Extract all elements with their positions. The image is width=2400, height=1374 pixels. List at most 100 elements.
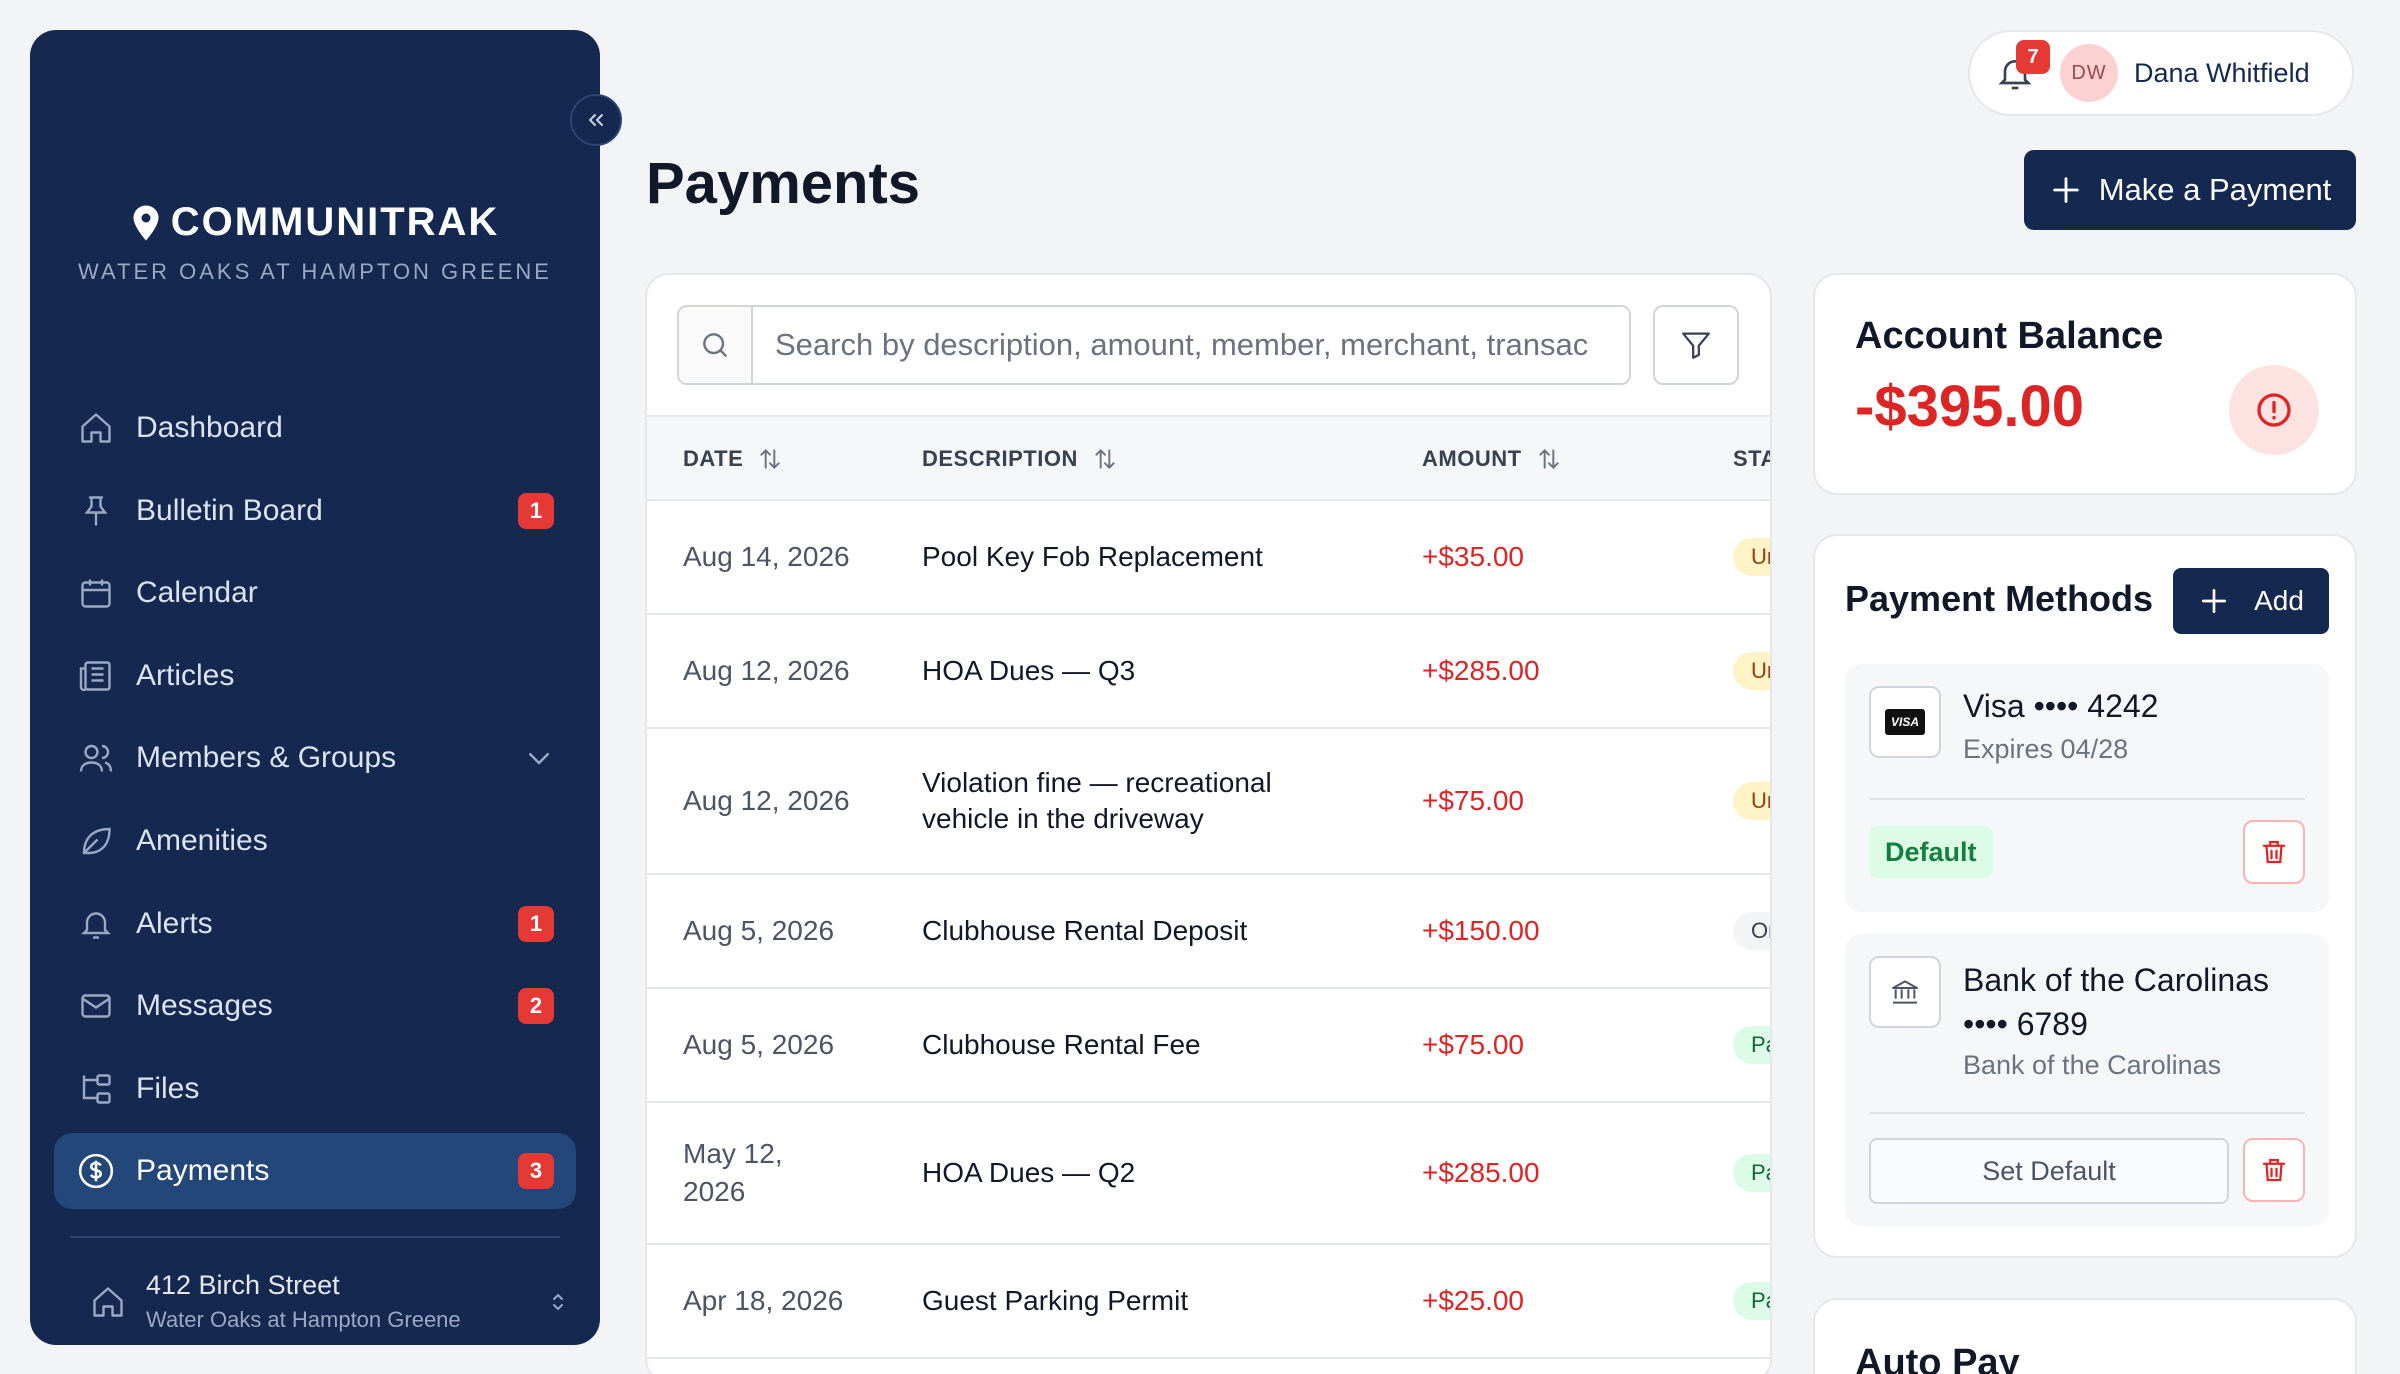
notification-badge: 2 — [518, 988, 554, 1025]
sidebar-item-calendar[interactable]: Calendar — [54, 555, 576, 631]
dollar-circle-icon — [74, 1149, 118, 1193]
leaf-icon — [74, 819, 118, 863]
mail-icon — [74, 984, 118, 1028]
row-amount: +$75.00 — [1422, 1029, 1524, 1060]
user-name: Dana Whitfield — [2134, 57, 2310, 88]
brand: COMMUNITRAK WATER OAKS AT HAMPTON GREENE — [30, 200, 600, 285]
search-box — [677, 305, 1631, 385]
status-badge: Unpaid — [1733, 652, 1770, 690]
sidebar-item-files[interactable]: Files — [54, 1051, 576, 1127]
row-description: Clubhouse Rental Deposit — [922, 915, 1248, 946]
table-row[interactable]: Aug 12, 2026 Violation fine — recreation… — [647, 729, 1770, 875]
make-payment-button[interactable]: Make a Payment — [2024, 150, 2356, 230]
sidebar-item-members-groups[interactable]: Members & Groups — [54, 720, 576, 796]
divider — [70, 1236, 560, 1238]
delete-method-button[interactable] — [2243, 820, 2305, 884]
payment-methods-card: Payment Methods Add VISA Visa •••• 4242 … — [1813, 534, 2357, 1258]
set-default-button[interactable]: Set Default — [1869, 1138, 2229, 1204]
row-description: Violation fine — recreational vehicle in… — [922, 767, 1272, 834]
avatar: DW — [2060, 44, 2118, 102]
status-badge: Unpaid — [1733, 782, 1770, 820]
status-badge: On Hold — [1733, 912, 1770, 950]
sidebar-item-alerts[interactable]: Alerts 1 — [54, 886, 576, 962]
bell-icon — [74, 902, 118, 946]
account-balance-amount: -$395.00 — [1855, 374, 2084, 439]
search-icon — [679, 307, 753, 383]
home-icon — [93, 1286, 123, 1317]
column-header-label: DESCRIPTION — [922, 446, 1078, 471]
trash-icon — [2262, 1158, 2286, 1182]
sort-icon — [760, 448, 780, 470]
filter-button[interactable] — [1653, 305, 1739, 385]
brand-community: WATER OAKS AT HAMPTON GREENE — [78, 259, 552, 284]
sidebar-item-bulletin-board[interactable]: Bulletin Board 1 — [54, 473, 576, 549]
row-status: Unpaid — [1733, 615, 1770, 727]
table-row[interactable]: Aug 5, 2026 Clubhouse Rental Deposit +$1… — [647, 875, 1770, 989]
column-header-date[interactable]: DATE — [683, 417, 783, 501]
add-payment-method-button[interactable]: Add — [2173, 568, 2329, 634]
bank-icon — [1869, 956, 1941, 1028]
sidebar-item-articles[interactable]: Articles — [54, 638, 576, 714]
sidebar-nav: Dashboard Bulletin Board 1 Calendar Arti… — [54, 390, 576, 1216]
search-input[interactable] — [753, 307, 1629, 383]
table-row[interactable]: Aug 12, 2026 HOA Dues — Q3 +$285.00 Unpa… — [647, 615, 1770, 729]
collapse-sidebar-button[interactable] — [570, 94, 622, 146]
payments-table-card: DATE DESCRIPTION AMOUNT STATUS Aug 14, 2… — [645, 273, 1772, 1374]
search-row — [677, 305, 1743, 385]
row-amount: +$150.00 — [1422, 915, 1540, 946]
bank-name: Bank of the Carolinas — [1963, 962, 2269, 998]
add-label: Add — [2254, 585, 2304, 616]
row-amount: +$35.00 — [1422, 541, 1524, 572]
sidebar-item-label: Files — [136, 1071, 200, 1105]
plus-icon — [2052, 177, 2079, 203]
chevron-down-icon[interactable] — [524, 743, 554, 773]
visa-card-icon: VISA — [1869, 686, 1941, 758]
table-row[interactable]: Aug 14, 2026 Pool Key Fob Replacement +$… — [647, 501, 1770, 615]
table-header: DATE DESCRIPTION AMOUNT STATUS — [647, 415, 1770, 501]
account-mask: •••• 6789 — [1963, 1006, 2088, 1042]
status-badge: Paid — [1733, 1154, 1770, 1192]
sidebar-item-label: Dashboard — [136, 411, 283, 444]
visa-logo: VISA — [1885, 709, 1925, 735]
column-header-label: DATE — [683, 446, 744, 471]
payment-method-name: Visa •••• 4242 — [1963, 688, 2159, 724]
table-row[interactable]: Aug 5, 2026 Clubhouse Rental Fee +$75.00… — [647, 989, 1770, 1103]
status-badge: Unpaid — [1733, 538, 1770, 576]
table-row[interactable]: Apr 18, 2026 Guest Parking Permit +$25.0… — [647, 1245, 1770, 1359]
notifications-button[interactable]: 7 — [1990, 40, 2050, 98]
row-description: Pool Key Fob Replacement — [922, 541, 1263, 572]
account-balance-title: Account Balance — [1855, 315, 2164, 357]
row-status: Unpaid — [1733, 729, 1770, 873]
sidebar-item-label: Members & Groups — [136, 741, 397, 775]
sort-icon — [1095, 448, 1115, 470]
make-payment-label: Make a Payment — [2098, 172, 2332, 207]
column-header-description[interactable]: DESCRIPTION — [922, 417, 1118, 501]
delete-method-button[interactable] — [2243, 1138, 2305, 1202]
user-menu[interactable]: 7 DW Dana Whitfield — [1968, 30, 2354, 116]
sidebar-item-amenities[interactable]: Amenities — [54, 803, 576, 879]
sidebar-item-messages[interactable]: Messages 2 — [54, 968, 576, 1044]
property-switcher[interactable]: 412 Birch Street Water Oaks at Hampton G… — [90, 1270, 570, 1333]
column-header-amount[interactable]: AMOUNT — [1422, 417, 1562, 501]
alert-circle-icon — [2229, 365, 2319, 455]
status-badge: Paid — [1733, 1282, 1770, 1320]
row-amount: +$285.00 — [1422, 1157, 1540, 1188]
table-row[interactable]: May 12, 2026 HOA Dues — Q2 +$285.00 Paid — [647, 1103, 1770, 1245]
row-amount: +$285.00 — [1422, 655, 1540, 686]
divider — [1869, 1112, 2305, 1114]
notification-badge: 1 — [518, 492, 554, 529]
auto-pay-card: Auto Pay — [1813, 1298, 2357, 1374]
users-icon — [74, 736, 118, 780]
property-info: 412 Birch Street Water Oaks at Hampton G… — [146, 1270, 546, 1333]
sidebar-item-payments[interactable]: Payments 3 — [54, 1133, 576, 1210]
account-balance-card: Account Balance -$395.00 — [1813, 273, 2357, 495]
row-description: HOA Dues — Q3 — [922, 655, 1136, 686]
row-status: Paid — [1733, 1245, 1770, 1357]
sidebar-item-dashboard[interactable]: Dashboard — [54, 390, 576, 466]
sidebar-item-label: Amenities — [136, 823, 268, 857]
row-date: Aug 12, 2026 — [683, 785, 850, 816]
divider — [1869, 798, 2305, 800]
payment-method-name: Bank of the Carolinas •••• 6789 — [1963, 958, 2269, 1046]
notification-count-badge: 7 — [2016, 40, 2050, 74]
column-header-status[interactable]: STATUS — [1733, 417, 1770, 501]
